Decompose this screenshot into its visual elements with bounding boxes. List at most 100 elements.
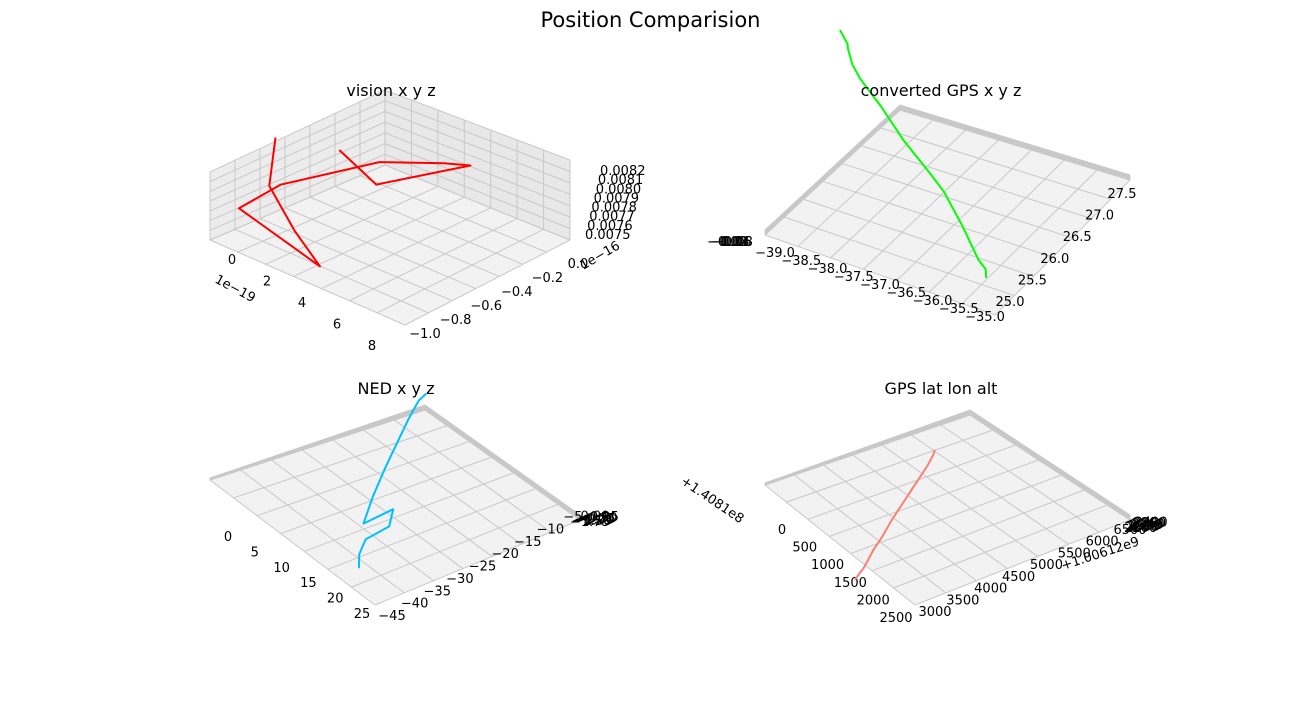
y-tick-label: 6000 [1086, 535, 1119, 550]
z-tick-label: 0.0082 [600, 164, 646, 179]
x-tick-label: 2000 [857, 593, 890, 608]
z-tick-label: 0.0081 [598, 173, 644, 188]
x-tick-label: 10 [273, 561, 290, 576]
x-tick-label: 5 [251, 545, 259, 560]
figure-title: Position Comparision [540, 8, 761, 32]
subplot-title-gps-lat-lon-alt: GPS lat lon alt [884, 379, 998, 398]
floor-gridline [234, 228, 429, 314]
floor-gridline [404, 239, 571, 326]
floor-gridline [209, 479, 376, 606]
y-offset-label: 1e−16 [578, 239, 623, 274]
x-tick-label: 0 [224, 530, 232, 545]
floor-gridline [793, 474, 947, 594]
floor-gridline [852, 454, 1008, 569]
floor-gridline [822, 180, 1054, 258]
back-wall-right [385, 90, 570, 240]
floor-gridline [764, 234, 996, 316]
floor-gridline [863, 139, 999, 270]
floor-gridline [327, 488, 536, 570]
subplot-title-vision: vision x y z [346, 81, 436, 100]
floor-gridline [309, 196, 500, 277]
x-tick-label: −35.5 [939, 302, 979, 317]
x-tick-label: 2500 [879, 611, 912, 626]
z-tick-label: −1.50 [572, 514, 612, 529]
floor-gridline [893, 504, 1108, 589]
z-tick-label: −1.25 [573, 513, 613, 528]
series-line [839, 29, 988, 279]
floor-gridline [880, 127, 1111, 200]
z-tick-label: −0.02 [709, 235, 749, 250]
floor-pane [765, 415, 1130, 605]
x-tick-label: −36.0 [913, 294, 953, 309]
z-tick-label: 0.0077 [589, 210, 635, 225]
z-tick-label: 2400 [1135, 515, 1168, 530]
x-tick-label: −35.0 [965, 310, 1005, 325]
floor-gridline [259, 218, 453, 302]
z-tick-label: −0.08 [713, 235, 753, 250]
x-tick-label: 1500 [834, 576, 867, 591]
floor-pane [210, 165, 570, 325]
floor-gridline [928, 159, 1065, 293]
z-tick-label: −1.00 [575, 513, 615, 528]
floor-gridline [994, 179, 1131, 316]
y-tick-label: −0.6 [470, 299, 502, 314]
z-tick-label: 0.0076 [587, 219, 633, 234]
y-tick-label: 27.0 [1085, 209, 1114, 224]
y-tick-label: 26.5 [1063, 230, 1092, 245]
x-tick-label: −37.0 [860, 278, 900, 293]
z-tick-label: 2260 [1124, 521, 1157, 536]
x-tick-label: 4 [298, 296, 306, 311]
floor-gridline [424, 409, 581, 521]
x-tick-label: −38.5 [781, 254, 821, 269]
z-tick-label: 2320 [1129, 519, 1162, 534]
x-tick-label: 20 [327, 592, 344, 607]
floor-gridline [786, 429, 994, 503]
y-tick-label: −0.2 [532, 271, 564, 286]
z-tick-label: −0.00 [707, 235, 747, 250]
x-tick-label: 8 [368, 339, 376, 354]
z-tick-label: 2360 [1132, 517, 1165, 532]
y-tick-label: −45 [378, 609, 405, 624]
floor-gridline [363, 429, 522, 545]
y-tick-label: −10 [537, 522, 564, 537]
x-tick-label: 0 [778, 523, 786, 538]
y-tick-label: −35 [424, 584, 451, 599]
y-tick-label: 26.0 [1040, 252, 1069, 267]
floor-pane [765, 110, 1130, 315]
z-tick-label: 0.0075 [585, 228, 631, 243]
z-tick-label: −0.50 [578, 511, 618, 526]
y-tick-label: −15 [514, 535, 541, 550]
z-tick-label: −1.75 [570, 515, 610, 530]
floor-gridline [829, 459, 1039, 537]
y-tick-label: 5000 [1030, 558, 1063, 573]
y-tick-label: −20 [491, 547, 518, 562]
floor-gridline [301, 449, 464, 569]
floor-gridline [334, 185, 524, 265]
z-tick-label: −0.06 [712, 235, 752, 250]
z-tick-label: 0.0079 [594, 191, 640, 206]
subplot-2: −39.0−38.5−38.0−37.5−37.0−36.5−36.0−35.5… [707, 29, 1136, 325]
wall-gridline [764, 104, 1131, 231]
wall-gridline [209, 404, 581, 516]
floor-gridline [304, 472, 514, 552]
floor-gridline [349, 218, 518, 302]
y-tick-label: −40 [401, 597, 428, 612]
x-offset-label: 1e−19 [212, 272, 258, 306]
x-tick-label: 6 [333, 318, 341, 333]
y-tick-label: 4500 [1002, 570, 1035, 585]
z-tick-label: 2340 [1130, 518, 1163, 533]
floor-gridline [807, 444, 1016, 520]
y-tick-label: 3000 [918, 605, 951, 620]
floor-gridline [940, 424, 1100, 533]
floor-gridline [861, 145, 1092, 220]
floor-gridline [332, 439, 493, 557]
x-tick-label: 500 [792, 541, 817, 556]
y-tick-label: 25.0 [996, 295, 1025, 310]
floor-pane [210, 410, 580, 605]
subplot-3: 0 5 10 15 20 25 −45−40−35−30−25−20−15−10−5−1.7… [209, 392, 619, 624]
y-tick-label: 4000 [974, 582, 1007, 597]
x-offset-label: +1.4081e8 [678, 474, 747, 527]
x-tick-label: −38.0 [808, 262, 848, 277]
x-tick-label: 0 [228, 253, 236, 268]
y-tick-label: 25.5 [1018, 273, 1047, 288]
